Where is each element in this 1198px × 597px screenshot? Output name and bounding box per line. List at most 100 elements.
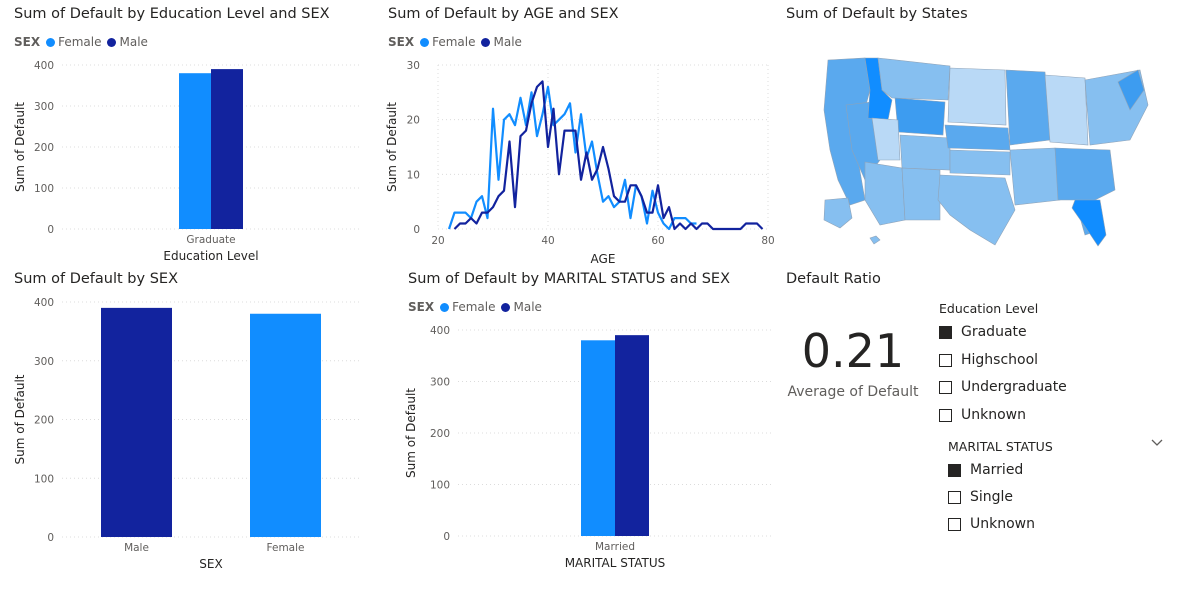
marital-slicer-item-single[interactable]: Single xyxy=(948,489,1013,505)
y-tick-label: 100 xyxy=(34,473,54,485)
education-slicer-title: Education Level xyxy=(939,301,1039,316)
y-axis-title: Sum of Default xyxy=(13,374,27,464)
female-legend-dot xyxy=(440,302,450,312)
chart1-plot[interactable]: 0 100 200 300 400 Sum of Default Graduate Educa… xyxy=(0,55,380,270)
y-tick-label: 100 xyxy=(430,480,450,492)
bar-female xyxy=(581,340,615,536)
y-tick-label: 30 xyxy=(407,60,420,72)
x-tick-label: Male xyxy=(124,542,149,554)
chart2-title: Sum of Default by AGE and SEX xyxy=(388,6,619,22)
chart2-legend-female-label: Female xyxy=(432,35,476,49)
education-slicer-item-unknown[interactable]: Unknown xyxy=(939,407,1026,423)
state-shape-southwest xyxy=(864,161,906,226)
state-shape-utah xyxy=(871,117,901,161)
chart4-plot[interactable]: 0 100 200 300 400 Sum of Default Male Female SEX xyxy=(0,290,380,580)
chart4-title: Sum of Default by SEX xyxy=(14,271,178,287)
kpi-value: 0.21 xyxy=(801,324,905,378)
female-legend-dot xyxy=(46,37,56,47)
y-axis-title: Sum of Default xyxy=(13,102,27,192)
x-tick-label: Married xyxy=(595,541,635,553)
chart5-legend-male-label: Male xyxy=(513,300,542,314)
y-tick-label: 200 xyxy=(34,415,54,427)
state-shape-alaska xyxy=(823,197,853,229)
bar-male xyxy=(615,335,649,536)
y-tick-label: 100 xyxy=(34,183,54,195)
x-tick-label: Female xyxy=(267,542,305,554)
y-tick-label: 400 xyxy=(34,297,54,309)
chart2-legend-title: SEX xyxy=(388,35,415,49)
state-shape-midwest xyxy=(1005,69,1051,146)
kpi-label: Average of Default xyxy=(787,384,919,400)
y-tick-label: 0 xyxy=(413,224,420,236)
chart2-plot[interactable]: 0 10 20 30 20 40 60 80 Sum of Default AGE xyxy=(380,55,780,270)
slicer-item-label: Highschool xyxy=(961,352,1039,368)
slicer-item-label: Unknown xyxy=(961,407,1026,423)
chart1-legend: SEX Female Male xyxy=(14,35,154,49)
checkbox-icon[interactable] xyxy=(939,408,952,422)
chart5-legend-male[interactable]: Male xyxy=(501,300,542,314)
checkbox-icon[interactable] xyxy=(939,380,952,394)
education-slicer-item-undergraduate[interactable]: Undergraduate xyxy=(939,379,1067,395)
checkbox-icon[interactable] xyxy=(939,353,952,367)
line-series-female xyxy=(447,85,697,231)
checkbox-checked-icon[interactable] xyxy=(948,463,961,477)
state-shape-colorado xyxy=(899,134,951,171)
checkbox-icon[interactable] xyxy=(948,517,961,531)
chart5-plot[interactable]: 0 100 200 300 400 Sum of Default Married MARITA… xyxy=(400,318,780,580)
male-legend-dot xyxy=(107,37,117,47)
x-axis-title: Education Level xyxy=(163,249,258,263)
chart1-legend-female[interactable]: Female xyxy=(46,35,101,49)
state-shape-wyoming xyxy=(894,97,946,136)
bar-female xyxy=(179,73,211,229)
chart2-legend: SEX Female Male xyxy=(388,35,528,49)
state-shape-florida xyxy=(1071,199,1107,247)
us-states-map[interactable] xyxy=(810,50,1155,250)
y-tick-label: 400 xyxy=(430,325,450,337)
y-tick-label: 200 xyxy=(34,142,54,154)
y-tick-label: 0 xyxy=(443,531,450,543)
state-shape-montana xyxy=(877,57,951,101)
x-axis-title: SEX xyxy=(199,557,222,571)
chart5-legend-title: SEX xyxy=(408,300,435,314)
female-legend-dot xyxy=(420,37,430,47)
checkbox-icon[interactable] xyxy=(948,490,961,504)
line-series-male xyxy=(453,80,764,231)
chart1-legend-male-label: Male xyxy=(119,35,148,49)
y-tick-label: 10 xyxy=(407,169,420,181)
x-axis-title: MARITAL STATUS xyxy=(565,556,666,570)
chevron-down-icon[interactable] xyxy=(1150,436,1164,450)
x-tick-label: 40 xyxy=(541,235,554,247)
male-legend-dot xyxy=(501,302,511,312)
chart2-legend-female[interactable]: Female xyxy=(420,35,475,49)
male-legend-dot xyxy=(481,37,491,47)
chart1-title: Sum of Default by Education Level and SE… xyxy=(14,6,330,22)
state-shape-great-lakes xyxy=(1044,74,1089,146)
education-slicer-item-graduate[interactable]: Graduate xyxy=(939,324,1027,340)
marital-slicer-item-married[interactable]: Married xyxy=(948,462,1023,478)
slicer-item-label: Undergraduate xyxy=(961,379,1067,395)
chart3-title: Sum of Default by States xyxy=(786,6,968,22)
slicer-item-label: Married xyxy=(970,462,1024,478)
bar-male xyxy=(211,69,243,229)
marital-slicer-title: MARITAL STATUS xyxy=(948,439,1053,454)
state-shape-kansas xyxy=(949,149,1011,176)
state-shape-texas xyxy=(937,174,1016,246)
y-tick-label: 0 xyxy=(47,224,54,236)
marital-slicer-item-unknown[interactable]: Unknown xyxy=(948,516,1035,532)
chart1-legend-title: SEX xyxy=(14,35,41,49)
x-tick-label: Graduate xyxy=(186,234,235,246)
education-slicer-item-highschool[interactable]: Highschool xyxy=(939,352,1038,368)
checkbox-checked-icon[interactable] xyxy=(939,325,952,339)
state-shape-dakotas xyxy=(947,67,1007,126)
y-tick-label: 300 xyxy=(34,356,54,368)
y-tick-label: 0 xyxy=(47,532,54,544)
state-shape-new-england xyxy=(1117,69,1145,111)
y-tick-label: 200 xyxy=(430,428,450,440)
state-shape-new-mexico xyxy=(901,167,941,221)
y-tick-label: 400 xyxy=(34,60,54,72)
chart5-legend-female[interactable]: Female xyxy=(440,300,495,314)
chart1-legend-male[interactable]: Male xyxy=(107,35,148,49)
chart2-legend-male[interactable]: Male xyxy=(481,35,522,49)
x-tick-label: 60 xyxy=(651,235,664,247)
chart5-legend-female-label: Female xyxy=(452,300,496,314)
